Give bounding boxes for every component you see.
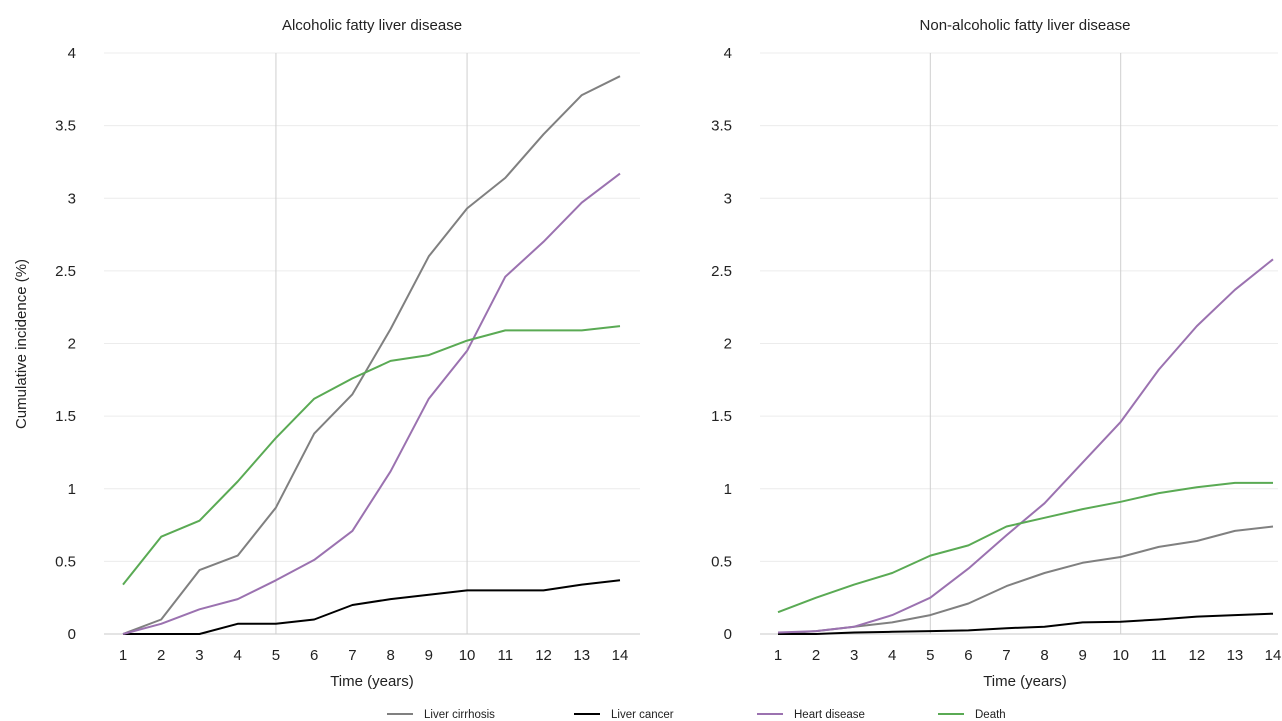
series-line-liver-cancer [123, 579, 621, 635]
y-axis-ticks: 0 0.5 1 1.5 2 2.5 3 3.5 4 [711, 45, 732, 643]
x-axis-ticks: 1 2 3 4 5 6 7 8 9 10 11 12 13 14 [774, 647, 1282, 664]
y-tick-label: 0 [68, 626, 76, 643]
legend-item-death: Death [938, 709, 1006, 721]
y-tick-label: 2 [724, 336, 732, 353]
legend: Liver cirrhosis Liver cancer Heart disea… [387, 709, 1006, 721]
x-tick-label: 8 [386, 647, 394, 664]
grid [760, 52, 1278, 635]
x-tick-label: 4 [888, 647, 896, 664]
legend-label-heart-disease: Heart disease [794, 709, 865, 721]
y-tick-label: 1 [724, 481, 732, 498]
x-tick-label: 1 [774, 647, 782, 664]
y-tick-label: 0 [724, 626, 732, 643]
x-tick-label: 8 [1040, 647, 1048, 664]
x-tick-label: 3 [195, 647, 203, 664]
x-tick-label: 13 [1227, 647, 1244, 664]
x-tick-label: 9 [1078, 647, 1086, 664]
x-tick-label: 11 [498, 647, 514, 664]
reference-lines [275, 53, 468, 634]
chart-title: Alcoholic fatty liver disease [282, 17, 462, 34]
series-group [122, 75, 621, 635]
y-tick-label: 1.5 [711, 408, 732, 425]
y-tick-label: 3 [68, 190, 76, 207]
x-tick-label: 7 [1002, 647, 1010, 664]
x-tick-label: 14 [1265, 647, 1282, 664]
x-tick-label: 14 [612, 647, 629, 664]
x-tick-label: 6 [964, 647, 972, 664]
x-tick-label: 3 [850, 647, 858, 664]
legend-item-heart-disease: Heart disease [757, 709, 865, 721]
series-line-heart-disease [122, 172, 621, 635]
x-tick-label: 11 [1151, 647, 1167, 664]
series-line-liver-cirrhosis [777, 525, 1274, 635]
x-tick-label: 13 [573, 647, 590, 664]
x-tick-label: 10 [1112, 647, 1129, 664]
x-tick-label: 12 [535, 647, 552, 664]
chart-panel-alcoholic: Alcoholic fatty liver disease 0 0.5 1 1.5 2 2… [13, 17, 640, 690]
x-tick-label: 1 [119, 647, 127, 664]
series-line-liver-cirrhosis [122, 75, 621, 635]
y-tick-label: 2.5 [711, 263, 732, 280]
x-tick-label: 7 [348, 647, 356, 664]
series-line-liver-cancer [778, 612, 1274, 635]
x-tick-label: 2 [157, 647, 165, 664]
x-tick-label: 12 [1189, 647, 1206, 664]
x-tick-label: 10 [459, 647, 476, 664]
x-axis-label: Time (years) [983, 673, 1067, 690]
y-axis-ticks: 0 0.5 1 1.5 2 2.5 3 3.5 4 [55, 45, 76, 643]
series-line-heart-disease [777, 258, 1274, 634]
legend-item-liver-cancer: Liver cancer [574, 709, 674, 721]
legend-label-liver-cancer: Liver cancer [611, 709, 674, 721]
y-tick-label: 1 [68, 481, 76, 498]
legend-label-liver-cirrhosis: Liver cirrhosis [424, 709, 495, 721]
x-tick-label: 2 [812, 647, 820, 664]
x-tick-label: 9 [425, 647, 433, 664]
x-tick-label: 6 [310, 647, 318, 664]
x-tick-label: 5 [272, 647, 280, 664]
y-tick-label: 3.5 [711, 118, 732, 135]
x-axis-ticks: 1 2 3 4 5 6 7 8 9 10 11 12 13 14 [119, 647, 629, 664]
x-tick-label: 4 [234, 647, 242, 664]
chart-panel-non-alcoholic: Non-alcoholic fatty liver disease 00.511… [711, 17, 1281, 690]
x-axis-label: Time (years) [330, 673, 414, 690]
y-tick-label: 1.5 [55, 408, 76, 425]
y-tick-label: 2.5 [55, 263, 76, 280]
series-line-death [777, 481, 1273, 614]
legend-item-liver-cirrhosis: Liver cirrhosis [387, 709, 495, 721]
reference-lines [929, 53, 1122, 634]
y-tick-label: 3 [724, 190, 732, 207]
chart-title: Non-alcoholic fatty liver disease [920, 17, 1131, 34]
y-tick-label: 4 [724, 45, 732, 62]
series-group [777, 258, 1274, 635]
y-tick-label: 2 [68, 336, 76, 353]
y-axis-label: Cumulative incidence (%) [13, 259, 30, 429]
x-tick-label: 5 [926, 647, 934, 664]
y-tick-label: 0.5 [711, 553, 732, 570]
series-line-death [122, 325, 621, 586]
y-tick-label: 4 [68, 45, 76, 62]
y-tick-label: 0.5 [55, 553, 76, 570]
legend-label-death: Death [975, 709, 1006, 721]
y-tick-label: 3.5 [55, 118, 76, 135]
